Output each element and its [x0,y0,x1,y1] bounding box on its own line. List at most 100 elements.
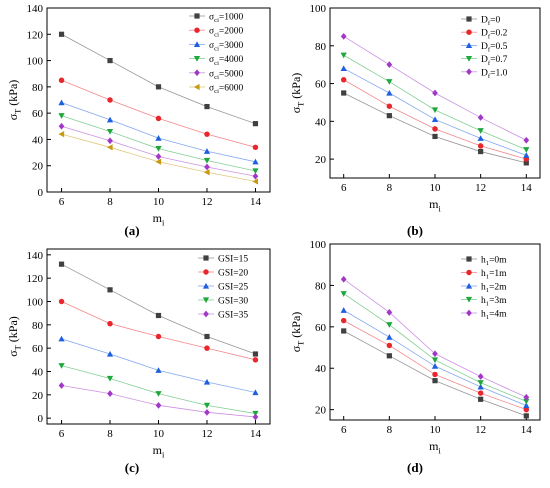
legend-label-part-1: ci [214,31,219,38]
data-point [523,406,530,413]
legend-marker [202,297,210,304]
data-point [523,413,529,419]
y-tick-label: 60 [315,322,327,334]
legend-label: Df=1.0 [481,68,508,80]
legend-label: Df=0.7 [481,55,508,67]
data-point [155,401,162,409]
legend-label-part-0: GSI=35 [218,311,248,321]
data-point [252,357,259,363]
legend-marker [466,16,472,22]
data-point [204,345,210,351]
data-point [340,52,347,59]
x-tick-label: 6 [59,196,65,208]
x-axis-label-part-0: m [153,443,163,457]
data-point [58,113,65,119]
series-1 [58,31,259,127]
data-point [58,363,65,369]
data-point [523,160,529,166]
data-point [155,146,162,152]
x-tick-label: 12 [201,428,212,440]
legend-label-part-0: GSI=25 [218,283,248,293]
y-axis-label: σT (kPa) [6,316,22,357]
data-point [386,308,393,316]
legend-label-part-1: f [488,20,491,27]
series-6 [58,131,259,185]
data-point [58,298,65,305]
legend-label-part-2: =4m [489,310,507,320]
data-point [341,90,347,96]
legend: σci=1000σci=2000σci=3000σci=4000σci=5000… [189,13,244,95]
data-point [431,107,439,114]
data-point [252,172,259,180]
data-point [58,131,65,138]
data-point [523,147,530,153]
legend-label-part-1: ci [214,74,219,81]
y-tick-label: 80 [32,82,44,94]
y-tick-label: 100 [310,3,327,15]
y-axis-label-part-0: σ [6,350,20,357]
panel-label: (d) [407,460,423,475]
data-point [107,137,113,145]
legend-label-part-1: 1 [486,287,489,294]
data-point [523,136,530,144]
data-point [203,169,210,176]
series-4 [58,113,259,175]
legend-marker [465,282,473,289]
legend-label-part-1: 1 [486,260,489,267]
data-point [106,350,114,357]
data-point [58,31,65,37]
x-tick-label: 10 [153,196,165,208]
x-axis-label-part-1: i [439,204,442,213]
legend-marker [466,309,472,317]
legend-label-part-0: σ [209,69,214,79]
y-tick-label: 120 [27,29,44,41]
legend-label-part-0: h [481,296,486,306]
legend-marker [465,42,473,48]
legend-label-part-1: 1 [486,314,489,321]
series-3 [340,65,530,158]
data-point [386,334,393,340]
data-point [432,89,438,97]
legend-label-part-0: GSI=30 [218,297,248,307]
legend-label: σci=3000 [209,41,244,53]
legend-label-part-1: f [488,33,491,40]
legend-label: h1=1m [481,269,507,281]
data-point [341,328,347,334]
data-point [340,291,347,297]
data-point [204,103,210,110]
x-tick-label: 6 [59,428,65,440]
y-axis-label-part-2: (kPa) [6,316,20,345]
data-point [155,153,162,160]
series-line [343,35,527,141]
legend-marker [465,296,473,303]
data-point [107,320,113,327]
y-axis-label-part-0: σ [6,113,20,120]
data-point [155,367,162,373]
x-axis-label-part-0: m [429,197,439,211]
x-tick-label: 10 [153,428,165,440]
x-axis-label-part-1: i [439,446,442,455]
series-line [61,102,256,163]
legend-label-part-1: 1 [486,274,489,281]
y-axis-label-part-1: T [13,345,22,350]
legend-label-part-2: =0.2 [490,29,507,39]
legend-label: σci=2000 [209,27,244,39]
data-point [523,152,530,158]
series-1 [58,261,259,357]
y-tick-label: 60 [32,108,44,120]
data-point [203,378,211,385]
data-point [252,389,259,396]
legend: GSI=15 GSI=20 GSI=25 GSI=30 GSI=35 [198,255,248,321]
data-point [432,371,438,378]
x-tick-label: 10 [430,424,442,436]
y-tick-label: 60 [315,79,327,91]
x-axis-label-part-1: i [162,218,165,227]
legend-label-part-1: f [488,47,491,54]
data-point [340,317,347,324]
legend-label-part-0: h [481,256,486,266]
data-point [204,333,210,340]
legend: Df=0Df=0.2Df=0.5Df=0.7Df=1.0 [461,16,508,80]
